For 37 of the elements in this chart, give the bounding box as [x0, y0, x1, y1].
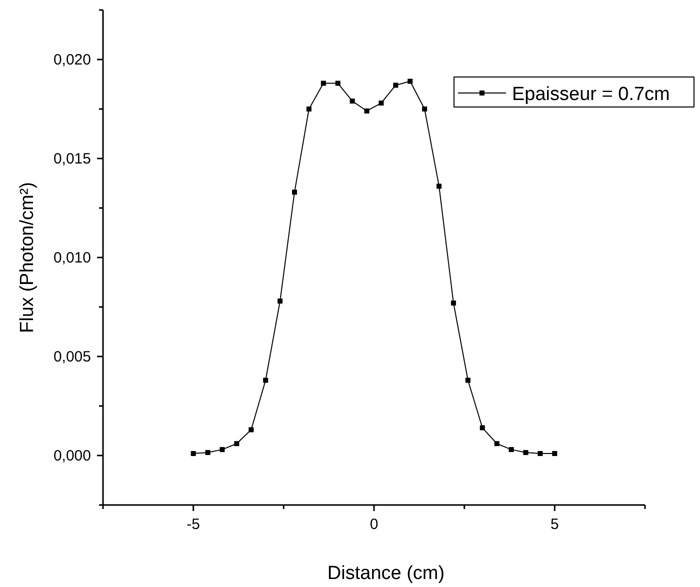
- y-tick-label: 0,010: [53, 250, 91, 266]
- x-tick-label: 5: [550, 516, 559, 533]
- y-tick-label: 0,005: [53, 348, 91, 366]
- point: [306, 106, 312, 112]
- point: [480, 425, 485, 430]
- legend-label: Epaisseur = 0.7cm: [512, 84, 670, 105]
- y-tick-label: 0,015: [53, 150, 91, 168]
- point: [190, 451, 196, 456]
- point: [205, 450, 210, 456]
- y-axis-title: Flux (Photon/cm²): [17, 182, 38, 333]
- point: [508, 447, 514, 452]
- point: [350, 98, 355, 104]
- point: [552, 451, 558, 456]
- y-tick-label: 0,000: [53, 448, 91, 464]
- point: [364, 108, 370, 114]
- point: [538, 451, 543, 456]
- point: [378, 100, 384, 106]
- point: [393, 82, 398, 88]
- x-tick-label: -5: [186, 516, 200, 533]
- point: [422, 106, 428, 112]
- y-tick-label: 0,020: [53, 52, 91, 68]
- point: [494, 441, 500, 446]
- point: [436, 184, 442, 189]
- point: [220, 447, 225, 452]
- point: [408, 78, 413, 84]
- point: [263, 378, 268, 383]
- point: [523, 450, 528, 456]
- x-axis-title: Distance (cm): [327, 563, 445, 584]
- x-tick-label: 0: [370, 516, 378, 533]
- point: [234, 441, 240, 446]
- point: [450, 300, 456, 306]
- point: [292, 190, 298, 195]
- point: [335, 80, 340, 86]
- point: [465, 378, 470, 383]
- point: [248, 427, 254, 432]
- point: [320, 80, 326, 86]
- point: [278, 298, 283, 304]
